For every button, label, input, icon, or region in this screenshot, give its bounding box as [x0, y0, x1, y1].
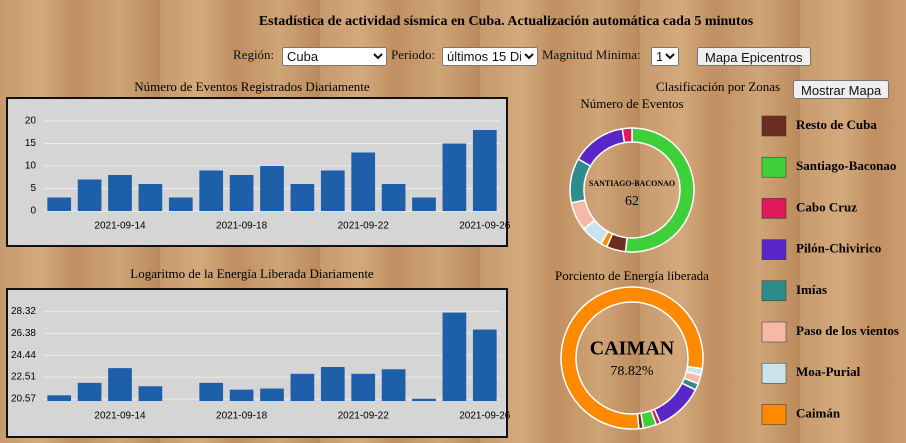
y-tick-label: 20.57: [11, 394, 36, 405]
bar: [472, 329, 497, 401]
legend-label: Imías: [796, 282, 827, 297]
period-select[interactable]: últimos 15 Dias: [442, 47, 538, 66]
legend-swatch: [761, 198, 787, 219]
bar: [381, 369, 406, 401]
x-tick-label: 2021-09-26: [459, 221, 511, 232]
legend-label: Santiago-Baconao: [796, 158, 896, 173]
y-tick-label: 24.44: [11, 350, 36, 361]
x-tick-label: 2021-09-22: [338, 411, 390, 422]
bar: [260, 388, 284, 401]
bar: [108, 175, 132, 211]
bar: [77, 382, 102, 401]
bar: [412, 197, 436, 211]
legend-swatch: [761, 362, 787, 384]
y-tick-label: 0: [30, 206, 36, 217]
chart-title: Logaritmo de la Energía Liberada Diariam…: [130, 266, 374, 281]
bar: [168, 197, 193, 211]
legend-label: Resto de Cuba: [796, 117, 877, 132]
legend-label: Cabo Cruz: [796, 199, 857, 214]
x-tick-label: 2021-09-26: [459, 411, 511, 422]
x-tick-label: 2021-09-18: [216, 411, 268, 422]
page-title: Estadística de actividad sísmica en Cuba…: [259, 14, 754, 29]
center-label: SANTIAGO-BACONAO: [589, 179, 675, 188]
map-button[interactable]: Mapa Epicentros: [697, 47, 811, 66]
x-tick-label: 2021-09-14: [94, 221, 146, 232]
legend-label: Caimán: [796, 405, 841, 420]
center-value: 62: [625, 194, 639, 209]
y-tick-label: 5: [30, 183, 36, 194]
bar: [472, 130, 497, 211]
y-tick-label: 28.32: [11, 306, 36, 317]
x-tick-label: 2021-09-18: [216, 221, 268, 232]
bar: [351, 152, 376, 211]
panel: [6, 97, 508, 247]
bar: [320, 367, 345, 401]
donut-segment: [577, 127, 626, 168]
legend-label: Pilón-Chivirico: [796, 241, 881, 256]
donut-segment: [624, 127, 695, 253]
legend-swatch: [761, 115, 787, 137]
donut-segment: [560, 286, 704, 430]
legend-swatch: [761, 239, 787, 260]
bar: [199, 170, 224, 211]
chart-title: Número de Eventos: [580, 96, 683, 111]
region-select[interactable]: Cuba: [282, 47, 387, 66]
bar: [199, 382, 224, 401]
bar: [138, 184, 163, 211]
legend-label: Moa-Purial: [796, 364, 861, 379]
legend-swatch: [761, 280, 787, 302]
y-tick-label: 26.38: [11, 328, 36, 339]
donut-segment: [653, 382, 697, 425]
center-label: CAIMAN: [590, 338, 675, 360]
bar: [442, 143, 467, 211]
chart-title: Número de Eventos Registrados Diariament…: [134, 79, 370, 94]
bar: [320, 170, 345, 211]
bar: [77, 179, 102, 211]
bar: [47, 395, 72, 401]
label: Región:: [233, 47, 275, 62]
y-tick-label: 20: [25, 116, 37, 127]
x-tick-label: 2021-09-22: [338, 221, 390, 232]
donut-segment: [569, 157, 592, 204]
legend-swatch: [761, 321, 787, 343]
y-tick-label: 22.51: [11, 372, 36, 383]
bar: [47, 197, 72, 211]
legend-swatch: [761, 156, 787, 178]
bar: [442, 312, 467, 401]
donut-segment: [650, 408, 662, 426]
bar: [351, 373, 376, 401]
y-tick-label: 15: [25, 138, 37, 149]
zones-title: Clasificación por Zonas: [656, 79, 780, 94]
bar: [108, 368, 132, 401]
bar: [381, 184, 406, 211]
show-map-button[interactable]: Mostrar Mapa: [793, 80, 890, 99]
chart-title: Porciento de Energía liberada: [555, 268, 709, 283]
bar: [412, 398, 436, 401]
legend-label: Paso de los vientos: [796, 323, 899, 338]
bar: [290, 184, 315, 211]
label: Magnitud Minima:: [542, 47, 641, 62]
bar: [260, 166, 284, 211]
bar: [229, 389, 254, 401]
magnitude-select[interactable]: 1: [651, 47, 679, 66]
bar: [290, 373, 315, 401]
center-value: 78.82%: [610, 364, 654, 379]
bar: [138, 386, 163, 401]
y-tick-label: 10: [25, 161, 37, 172]
x-tick-label: 2021-09-14: [94, 411, 146, 422]
panel: [6, 288, 508, 438]
donut-segment: [621, 127, 633, 144]
legend-swatch: [761, 404, 787, 425]
label: Periodo:: [391, 47, 436, 62]
bar: [229, 175, 254, 211]
